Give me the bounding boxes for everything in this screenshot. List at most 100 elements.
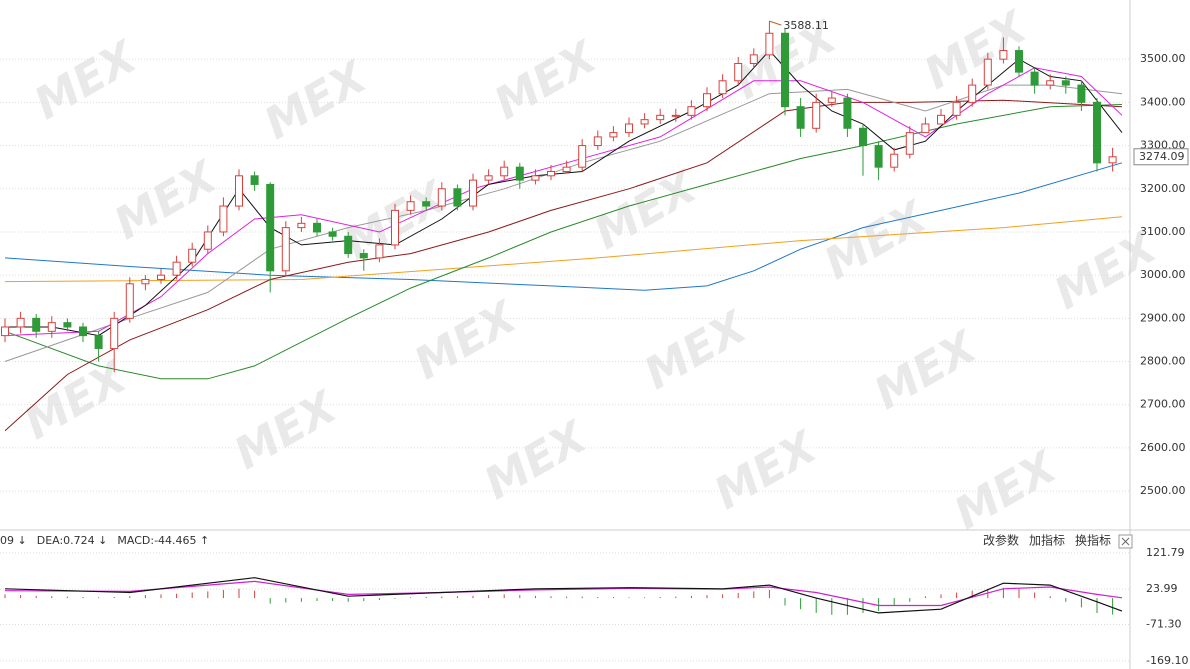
candle-body <box>515 166 524 181</box>
watermark: MEX <box>706 421 827 520</box>
y-tick-label: -71.30 <box>1146 618 1181 631</box>
dif-line <box>4 577 1123 614</box>
candle-body <box>625 123 633 134</box>
candle-body <box>937 114 945 125</box>
candle-body <box>375 244 384 259</box>
max-pointer <box>769 20 782 26</box>
candle-body <box>1015 50 1023 73</box>
candle-body <box>1030 71 1039 86</box>
candle-body <box>94 335 103 350</box>
candle-body <box>562 166 571 172</box>
last-value-box <box>1133 148 1189 166</box>
y-tick-label: 121.79 <box>1146 546 1185 559</box>
y-tick-label: 23.99 <box>1146 582 1178 595</box>
y-tick-label: 3200.00 <box>1140 182 1186 195</box>
candle-body <box>188 248 197 263</box>
candle-body <box>547 170 555 177</box>
candle-body <box>344 235 353 255</box>
candle-body <box>531 175 540 181</box>
y-tick-label: 3100.00 <box>1140 225 1186 238</box>
y-tick-label: 3400.00 <box>1140 95 1186 108</box>
candle-body <box>313 222 321 233</box>
candle-body <box>1077 84 1086 103</box>
candle-body <box>656 114 665 121</box>
y-tick-label: 3500.00 <box>1140 52 1186 65</box>
candle-body <box>703 93 711 108</box>
candle-body <box>219 205 228 233</box>
candle-body <box>796 106 805 129</box>
candle-body <box>671 114 680 117</box>
close-button[interactable] <box>1118 534 1133 549</box>
indicator-button[interactable]: 加指标 <box>1029 533 1065 548</box>
indicator-button[interactable]: 换指标 <box>1075 533 1111 548</box>
candle-body <box>281 227 290 272</box>
candle-body <box>406 201 415 211</box>
close-icon <box>1121 537 1130 546</box>
candle-body <box>500 166 509 177</box>
y-tick-label: 2600.00 <box>1140 441 1186 454</box>
watermark: MEX <box>476 411 597 510</box>
candle-body <box>1046 80 1055 86</box>
candle-body <box>968 84 977 103</box>
indicator-button[interactable]: 改参数 <box>983 533 1019 548</box>
watermark: MEX <box>946 441 1067 540</box>
candle-body <box>609 132 618 138</box>
watermark: MEX <box>586 161 707 260</box>
moving-average-line <box>4 216 1123 283</box>
y-tick-label: 2800.00 <box>1140 355 1186 368</box>
y-tick-label: 2500.00 <box>1140 484 1186 497</box>
watermark: MEX <box>486 31 607 130</box>
candle-body <box>593 136 602 147</box>
candle-body <box>16 317 25 328</box>
candle-body <box>297 222 306 229</box>
max-label: 3588.11 <box>783 19 829 32</box>
indicator-label: MACD:-44.465 ↑ <box>117 534 209 547</box>
watermark: MEX <box>636 301 757 400</box>
y-tick-label: 2700.00 <box>1140 398 1186 411</box>
dea-line <box>4 580 1123 607</box>
candle-body <box>63 322 72 328</box>
y-tick-label: 2900.00 <box>1140 311 1186 324</box>
watermark: MEX <box>16 351 137 450</box>
candle-body <box>765 32 774 56</box>
candle-body <box>79 326 87 337</box>
candle-body <box>1 326 9 337</box>
candle-body <box>781 32 789 108</box>
candle-body <box>890 153 899 168</box>
candle-body <box>359 253 368 259</box>
indicator-label: DEA:0.724 ↓ <box>37 534 108 547</box>
candle-body <box>453 188 462 207</box>
watermark: MEX <box>26 31 147 130</box>
candle-body <box>110 317 119 350</box>
candle-body <box>687 106 696 116</box>
candle-body <box>235 175 243 207</box>
watermark: MEX <box>256 51 377 150</box>
candle-body <box>391 209 399 246</box>
candle-body <box>812 101 821 129</box>
candle-body <box>157 274 165 280</box>
indicator-label: 09 ↓ <box>0 534 27 547</box>
candle-body <box>1108 156 1117 164</box>
candle-body <box>718 80 727 95</box>
candle-body <box>843 97 852 129</box>
candle-body <box>640 119 649 125</box>
candle-body <box>578 145 587 168</box>
candle-body <box>172 261 181 276</box>
candle-body <box>250 175 259 185</box>
candle-body <box>734 62 743 82</box>
candle-body <box>469 179 477 207</box>
candle-body <box>749 54 758 64</box>
watermark: MEX <box>406 291 527 390</box>
moving-average-line <box>4 67 1123 337</box>
candle-body <box>203 231 212 250</box>
y-tick-label: 3000.00 <box>1140 268 1186 281</box>
candle-body <box>952 101 961 116</box>
candle-body <box>1061 80 1070 86</box>
candle-body <box>827 97 836 103</box>
moving-average-line <box>4 99 1123 432</box>
last-value-label: 3274.09 <box>1139 150 1185 163</box>
candle-body <box>874 145 883 168</box>
candle-body <box>47 322 56 332</box>
candle-body <box>328 231 337 237</box>
